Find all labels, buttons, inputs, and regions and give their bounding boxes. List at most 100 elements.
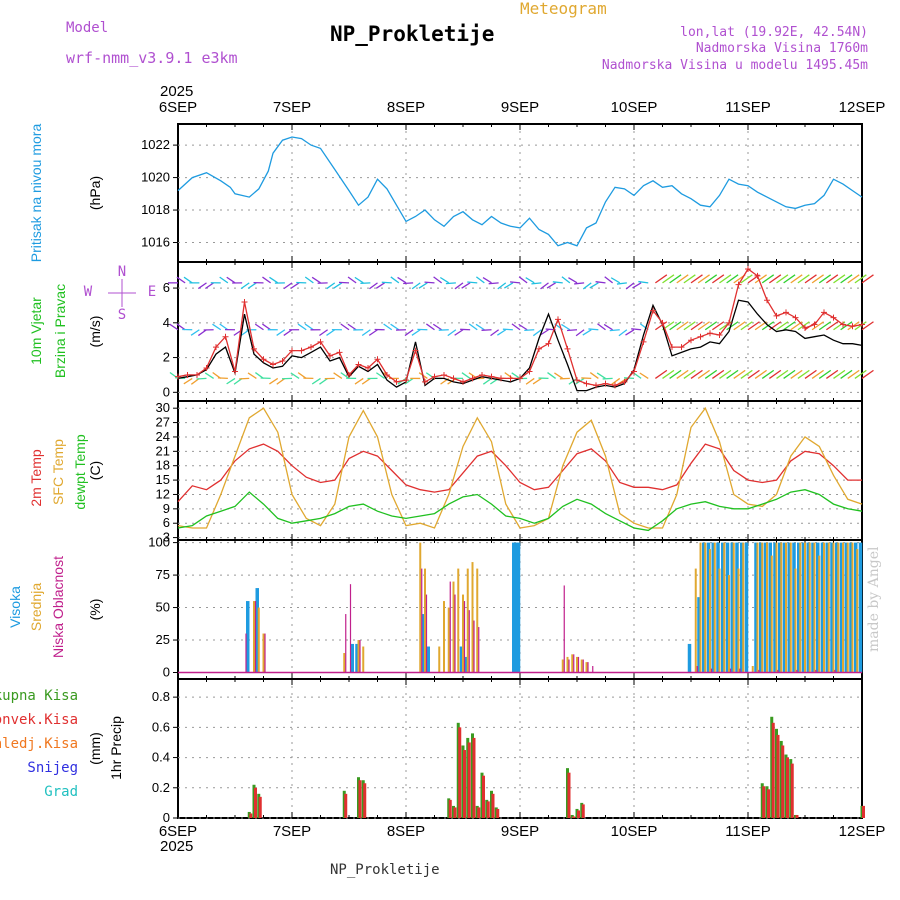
wind-arrow bbox=[461, 282, 471, 289]
wind-arrow bbox=[297, 372, 307, 379]
wind-arrow bbox=[726, 369, 739, 379]
x-tick-label-top: 11SEP bbox=[725, 99, 771, 116]
cloud-bar bbox=[245, 633, 247, 673]
y-tick-label: 15 bbox=[156, 472, 170, 487]
wind-arrow bbox=[740, 369, 753, 379]
cloud-bar bbox=[718, 568, 721, 673]
wind-arrow bbox=[596, 372, 606, 379]
cloud-bar bbox=[468, 610, 470, 673]
wind-arrow bbox=[847, 274, 860, 284]
wind-arrow bbox=[411, 282, 421, 290]
wind-arrow bbox=[826, 321, 839, 331]
wind-arrow bbox=[360, 282, 371, 285]
wind-arrow bbox=[404, 377, 414, 385]
wind-speed-marker bbox=[431, 373, 438, 380]
wind-arrow bbox=[461, 372, 471, 379]
y-tick-label: 0.8 bbox=[152, 689, 170, 704]
wind-arrow bbox=[397, 276, 407, 284]
precip-bar bbox=[482, 775, 485, 818]
cloud-bar bbox=[797, 542, 801, 673]
wind-speed-marker bbox=[678, 344, 685, 351]
precip-bar bbox=[776, 734, 780, 818]
wind-speed-marker bbox=[498, 375, 504, 382]
cloud-bar bbox=[478, 627, 480, 673]
wind-arrow bbox=[655, 274, 668, 284]
wind-arrow bbox=[311, 377, 321, 385]
wind-arrow bbox=[340, 372, 350, 379]
precip-bar bbox=[781, 745, 785, 818]
wind-speed-marker bbox=[669, 344, 675, 351]
cloud-bar bbox=[732, 542, 735, 673]
precip-bar bbox=[771, 722, 775, 818]
wind-arrow bbox=[632, 282, 642, 289]
wind-arrow bbox=[733, 369, 746, 379]
precip-bar bbox=[249, 813, 253, 818]
cloud-bar bbox=[345, 614, 347, 673]
wind-speed-marker bbox=[726, 319, 732, 326]
wind-speed-marker bbox=[707, 330, 713, 337]
wind-arrow bbox=[783, 274, 796, 284]
wind-arrow bbox=[524, 329, 535, 332]
cloud-bar bbox=[566, 656, 569, 673]
wind-arrow bbox=[790, 369, 803, 379]
wind-arrow bbox=[509, 281, 521, 284]
wind-speed-marker bbox=[412, 347, 419, 354]
temp-title-dew: dewpt Temp bbox=[72, 434, 88, 509]
wind-arrow bbox=[610, 277, 621, 284]
wind-speed-marker bbox=[327, 352, 333, 359]
cloud-bar bbox=[770, 555, 773, 673]
x-tick-label-top: 6SEP bbox=[159, 99, 197, 116]
wind-speed-marker bbox=[384, 371, 390, 378]
cloud-bar bbox=[744, 542, 749, 673]
wind-arrow bbox=[566, 329, 578, 332]
cloud-bar bbox=[785, 542, 787, 673]
cloud-bar bbox=[264, 633, 266, 673]
precip-bar bbox=[496, 808, 500, 818]
cloud-bar bbox=[808, 542, 811, 673]
wind-arrow bbox=[226, 276, 236, 284]
wind-arrow bbox=[704, 274, 718, 284]
wind-arrow bbox=[818, 321, 832, 331]
wind-speed-marker bbox=[488, 373, 495, 380]
cloud-bar bbox=[721, 542, 725, 673]
x-tick-label-bottom: 12SEP bbox=[839, 823, 886, 840]
temperature-line-2 bbox=[177, 489, 863, 532]
cloud-bar bbox=[730, 542, 734, 673]
wind-speed-marker bbox=[783, 309, 789, 316]
wind-speed-marker bbox=[526, 368, 533, 375]
wind-arrow bbox=[790, 274, 803, 284]
cloud-bar bbox=[756, 542, 759, 673]
wind-arrow bbox=[582, 329, 592, 336]
precip-bar bbox=[254, 787, 257, 818]
x-tick-label-top: 7SEP bbox=[273, 99, 311, 116]
wind-speed-marker bbox=[773, 312, 780, 319]
cloud-bar bbox=[742, 542, 745, 673]
wind-arrow bbox=[546, 282, 556, 289]
wind-arrow bbox=[497, 282, 507, 290]
wind-arrow bbox=[518, 323, 528, 331]
compass-west: W bbox=[84, 284, 93, 300]
y-tick-label: 1020 bbox=[141, 170, 170, 185]
pressure-line bbox=[177, 136, 863, 247]
wind-arrow bbox=[276, 329, 286, 336]
precip-bar bbox=[463, 750, 466, 818]
compass-east: E bbox=[148, 284, 156, 300]
y-tick-label: 0 bbox=[163, 665, 170, 680]
cloud-bar bbox=[585, 662, 588, 673]
cloud-bar bbox=[476, 568, 479, 673]
wind-arrow bbox=[719, 274, 732, 284]
wind-arrow bbox=[818, 274, 832, 284]
cloud-bar bbox=[716, 542, 720, 673]
wind-arrow bbox=[383, 323, 393, 331]
wind-arrow bbox=[683, 369, 696, 379]
wind-arrow bbox=[447, 329, 457, 337]
temperature-line-0 bbox=[177, 443, 862, 503]
wind-arrow bbox=[454, 282, 464, 290]
wind-arrow bbox=[761, 369, 775, 379]
wind-speed-marker bbox=[479, 371, 485, 378]
wind-arrow bbox=[602, 377, 613, 380]
wind-arrow bbox=[712, 274, 725, 284]
wind-arrow bbox=[854, 369, 867, 379]
cloud-bar bbox=[801, 542, 806, 673]
wind-speed-marker bbox=[336, 349, 343, 356]
